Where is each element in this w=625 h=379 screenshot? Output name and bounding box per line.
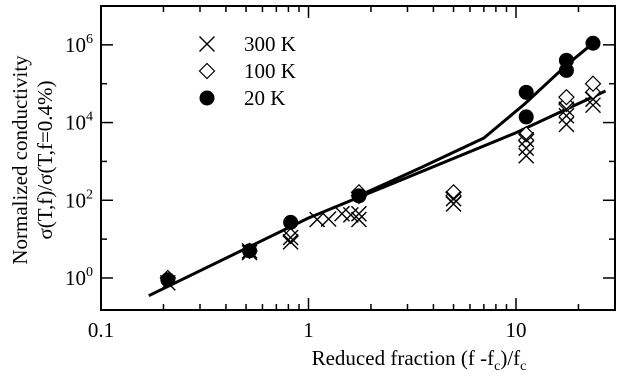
y-tick-label-exponent: 4 [86,110,93,125]
data-point-100k [198,62,216,80]
x-tick-label: 10 [505,318,526,342]
y-tick-label-base: 10 [65,266,86,290]
data-point-300k [558,107,575,124]
y-tick-label: 102 [65,187,93,212]
y-tick-label-base: 10 [65,111,86,135]
y-tick-label: 106 [65,32,93,57]
legend-label: 300 K [244,32,296,56]
data-point-300k [282,233,299,250]
y-tick-label-exponent: 2 [86,187,93,202]
x-axis-label-part: Reduced fraction (f -f [312,346,495,370]
data-point-20k [558,52,574,68]
y-axis-label-line2: σ(T,f)/σ(T,f=0.4%) [33,80,57,239]
x-axis-label: Reduced fraction (f -fc)/fc [312,346,527,374]
y-tick-label-exponent: 6 [86,32,93,47]
x-axis-label-part: )/f [500,346,520,370]
data-point-300k [518,147,535,164]
data-point-300k [320,210,337,227]
data-point-100k [282,227,299,245]
data-point-300k [199,36,215,52]
x-tick-label: 1 [303,318,314,342]
y-tick-label-exponent: 0 [86,265,93,280]
plot-frame [100,5,616,311]
data-point-300k [558,101,575,118]
x-tick-label: 0.1 [88,318,114,342]
data-point-300k [518,140,535,157]
data-point-300k [282,229,299,246]
y-axis-label-line1: Normalized conductivity [8,55,32,265]
legend-label: 20 K [244,86,285,110]
data-point-20k [160,272,176,288]
data-point-300k [445,196,462,213]
x-axis-label-subscript: c [494,359,500,374]
data-point-100k [558,88,575,106]
data-point-300k [342,206,359,223]
data-point-100k [584,75,602,93]
data-point-300k [350,211,367,228]
fit-line [148,89,607,298]
data-point-20k [242,243,258,259]
y-tick-label-base: 10 [65,33,86,57]
data-point-100k [445,183,462,201]
data-point-300k [558,116,575,133]
data-point-300k [584,97,601,114]
data-point-300k [584,91,601,108]
data-point-20k [585,35,601,51]
legend-label: 100 K [244,59,296,83]
data-point-300k [350,205,367,222]
data-point-20k [518,84,534,100]
data-point-300k [445,190,462,207]
data-point-300k [518,131,535,148]
data-point-20k [199,90,215,106]
y-tick-label-base: 10 [65,188,86,212]
data-point-20k [351,188,367,204]
data-point-300k [309,211,326,228]
x-axis-label-subscript: c [520,359,526,374]
data-point-20k [518,109,534,125]
data-point-100k [517,125,535,143]
fit-line [358,42,594,198]
data-point-20k [283,214,299,230]
y-tick-label: 104 [65,110,93,135]
y-tick-label: 100 [65,265,93,290]
